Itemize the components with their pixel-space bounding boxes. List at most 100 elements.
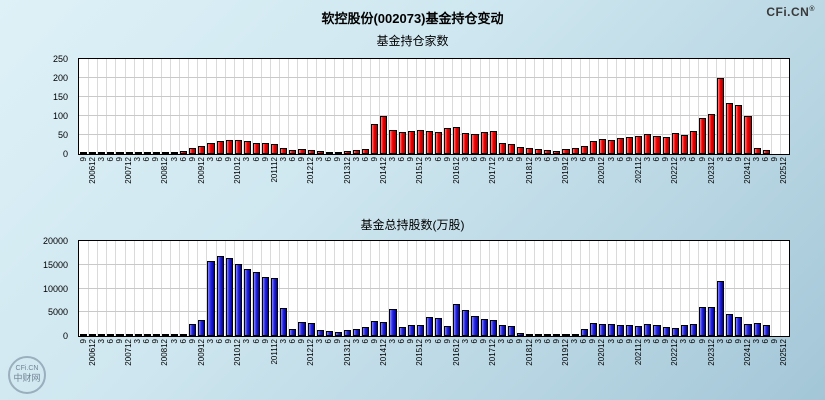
x-tick-label: 3	[315, 157, 325, 162]
x-tick-label: 3	[205, 339, 215, 344]
y-tick-label: 20000	[42, 236, 68, 246]
x-tick-label: 200712	[124, 157, 134, 184]
v-gridline	[324, 241, 326, 336]
x-tick-label: 6	[506, 157, 516, 162]
bar	[544, 150, 552, 154]
v-gridline	[133, 241, 135, 336]
h-gridline	[79, 263, 789, 265]
bar	[671, 328, 679, 336]
bar	[562, 149, 570, 154]
bar	[234, 264, 242, 336]
bar	[325, 331, 333, 336]
v-gridline	[561, 59, 563, 154]
bar	[762, 325, 770, 336]
v-gridline	[288, 59, 290, 154]
bar	[435, 132, 443, 154]
x-tick-label: 6	[178, 157, 188, 162]
x-tick-label: 6	[251, 157, 261, 162]
bar	[516, 333, 525, 336]
bar	[343, 330, 352, 336]
v-gridline	[424, 59, 426, 154]
v-gridline	[370, 241, 372, 336]
bar	[507, 326, 515, 336]
y-tick-label: 0	[62, 331, 68, 341]
x-tick-label: 9	[588, 339, 598, 344]
v-gridline	[133, 59, 135, 154]
bar	[526, 334, 534, 336]
bar	[607, 140, 616, 154]
x-tick-label: 9	[551, 339, 561, 344]
x-tick-label: 6	[542, 339, 552, 344]
bar	[644, 324, 652, 336]
h-gridline	[79, 96, 789, 97]
x-tick-label: 9	[479, 339, 489, 344]
v-gridline	[734, 59, 736, 154]
v-gridline	[306, 59, 308, 154]
v-gridline	[333, 241, 335, 336]
x-tick-label: 3	[497, 339, 507, 344]
v-gridline	[770, 241, 772, 336]
v-gridline	[224, 241, 226, 336]
x-tick-label: 6	[761, 157, 771, 162]
bar	[498, 325, 506, 336]
bar	[507, 144, 515, 154]
v-gridline	[488, 59, 490, 154]
bar	[635, 136, 643, 154]
bar	[589, 323, 597, 336]
h-gridline	[79, 115, 789, 116]
x-tick-label: 6	[579, 339, 589, 344]
bar	[489, 320, 497, 336]
bar	[680, 135, 688, 154]
bar	[571, 148, 579, 154]
v-gridline	[725, 241, 727, 336]
bar	[489, 131, 497, 154]
x-tick-label: 3	[679, 157, 689, 162]
x-tick-label: 3	[388, 339, 398, 344]
v-gridline	[361, 59, 363, 154]
bar	[243, 141, 251, 154]
v-gridline	[688, 59, 690, 154]
page-title: 软控股份(002073)基金持仓变动	[321, 11, 504, 26]
x-tick-label: 3	[570, 157, 580, 162]
v-gridline	[779, 59, 781, 154]
y-tick-label: 250	[52, 54, 68, 64]
v-gridline	[270, 241, 272, 336]
x-tick-label: 3	[169, 157, 179, 162]
bar	[735, 105, 743, 154]
y-tick-label: 200	[52, 73, 68, 83]
x-tick-label: 201012	[233, 339, 243, 366]
x-tick-label: 3	[133, 157, 143, 162]
x-tick-label: 202512	[779, 339, 789, 366]
v-gridline	[643, 241, 645, 336]
x-tick-label: 3	[570, 339, 580, 344]
x-tick-label: 3	[388, 157, 398, 162]
x-tick-label: 201712	[488, 157, 498, 184]
x-tick-label: 202312	[706, 157, 716, 184]
bar	[726, 314, 734, 336]
x-tick-label: 3	[642, 157, 652, 162]
x-tick-label: 201112	[269, 157, 279, 183]
bar	[398, 132, 406, 154]
x-tick-label: 6	[652, 339, 661, 344]
bar	[89, 334, 97, 336]
v-gridline	[406, 59, 408, 154]
x-tick-label: 6	[542, 157, 552, 162]
v-gridline	[160, 59, 162, 154]
bar	[416, 325, 424, 336]
cfi-logo: CFi.CN®	[766, 5, 815, 19]
v-gridline	[142, 59, 144, 154]
x-tick-label: 9	[224, 339, 234, 344]
v-gridline	[606, 59, 608, 154]
x-tick-label: 9	[661, 157, 671, 162]
bar	[635, 326, 643, 336]
x-tick-label: 3	[169, 339, 179, 344]
x-tick-label: 9	[697, 157, 707, 162]
v-gridline	[752, 241, 754, 336]
bar	[252, 272, 261, 336]
bar	[544, 334, 552, 336]
v-gridline	[679, 59, 681, 154]
v-gridline	[361, 241, 363, 336]
x-tick-label: 3	[752, 339, 762, 344]
bar	[307, 150, 315, 154]
total-shares-y-axis: 0 5000 10000 15000 20000	[0, 236, 74, 341]
